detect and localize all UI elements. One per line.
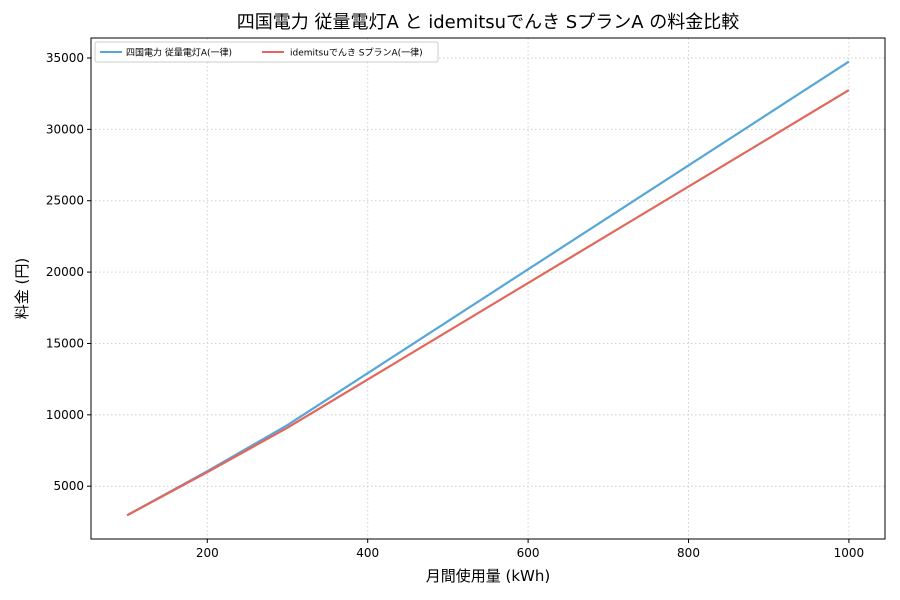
series-line-1: [126, 89, 850, 517]
x-axis-label: 月間使用量 (kWh): [426, 567, 551, 585]
x-tick-label: 600: [517, 546, 540, 560]
legend-label-idemitsu: idemitsuでんき SプランA(一律): [290, 47, 423, 59]
y-tick-label: 15000: [46, 336, 84, 350]
y-tick-label: 25000: [46, 194, 84, 208]
y-tick-label: 5000: [53, 479, 84, 493]
x-tick-label: 800: [677, 546, 700, 560]
x-tick-label: 1000: [834, 546, 865, 560]
x-tick-label: 200: [196, 546, 219, 560]
y-tick-label: 30000: [46, 122, 84, 136]
legend-label-shikoku: 四国電力 従量電灯A(一律): [126, 47, 232, 59]
y-tick-label: 10000: [46, 408, 84, 422]
legend: 四国電力 従量電灯A(一律) idemitsuでんき SプランA(一律): [94, 41, 439, 63]
y-axis-label: 料金 (円): [13, 258, 31, 319]
grid-lines: [91, 38, 885, 539]
y-tick-label: 35000: [46, 51, 84, 65]
chart-title: 四国電力 従量電灯A と idemitsuでんき SプランA の料金比較: [237, 12, 740, 33]
series-lines: [126, 60, 850, 517]
x-tick-label: 400: [356, 546, 379, 560]
plot-area-frame: [90, 37, 886, 540]
y-tick-label: 20000: [46, 265, 84, 279]
axis-ticks: 200 400 600 800 1000 5000 10000 15000 20000 25000…: [46, 51, 864, 560]
